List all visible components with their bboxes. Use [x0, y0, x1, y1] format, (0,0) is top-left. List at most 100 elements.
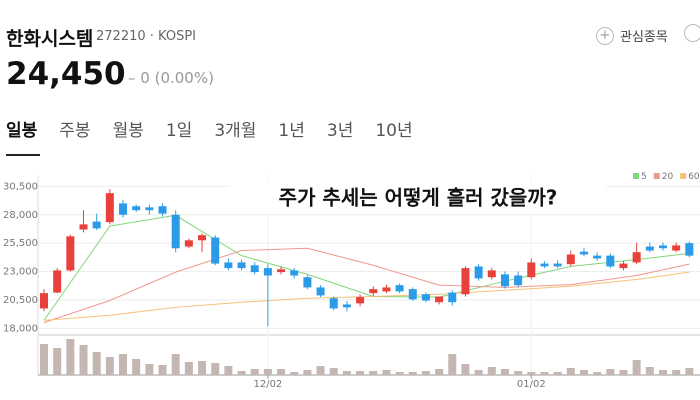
volume-bar — [514, 371, 523, 375]
volume-bar — [237, 371, 246, 375]
volume-bar — [316, 366, 325, 375]
candle-body — [487, 270, 496, 278]
volume-bar — [290, 372, 299, 375]
volume-bar — [369, 371, 378, 375]
candle-body — [474, 266, 483, 279]
y-tick-label: 20,500 — [3, 295, 38, 306]
volume-bar — [263, 369, 272, 375]
candle-body — [685, 243, 694, 256]
candle-body — [198, 235, 207, 241]
candle-body — [250, 265, 259, 273]
tab[interactable]: 1년 — [278, 121, 305, 141]
y-tick-label: 25,500 — [3, 238, 38, 249]
candle-body — [342, 304, 351, 308]
legend-label: 5 — [641, 172, 647, 182]
volume-bar — [500, 369, 509, 375]
volume-bar — [672, 370, 681, 375]
volume-bar — [40, 344, 48, 375]
volume-bar — [329, 368, 338, 375]
volume-bar — [593, 372, 602, 375]
watch-label: 관심종목 — [620, 30, 668, 45]
candle-body — [632, 252, 641, 263]
tab[interactable]: 3년 — [326, 121, 354, 141]
candle-body — [263, 268, 272, 276]
candle-body — [421, 294, 430, 301]
market: KOSPI — [158, 29, 197, 44]
volume-bar — [158, 365, 167, 375]
legend-swatch — [633, 173, 639, 179]
more-icon[interactable] — [684, 24, 700, 42]
candle-body — [237, 262, 246, 269]
candle-body — [277, 269, 286, 273]
volume-bar — [342, 371, 351, 375]
tab[interactable]: 월봉 — [112, 121, 144, 141]
volume-bar — [553, 372, 562, 375]
volume-bar — [171, 354, 180, 375]
chart-title: 주가 추세는 어떻게 흘러 갔을까? — [279, 186, 558, 210]
volume-bar — [198, 361, 207, 375]
candle-body — [382, 287, 391, 292]
candle-body — [645, 246, 654, 251]
candle-body — [553, 263, 562, 267]
candle-body — [53, 270, 62, 293]
volume-bar — [566, 368, 575, 375]
price: 24,450 — [6, 56, 126, 92]
volume-bar — [395, 372, 404, 375]
watch-button[interactable]: + 관심종목 — [596, 26, 668, 45]
volume-bar — [435, 369, 444, 375]
volume-bar — [527, 372, 536, 375]
volume-bar — [421, 371, 430, 375]
volume-bar — [579, 370, 588, 375]
moving-average — [43, 271, 690, 321]
change: – 0 (0.00%) — [128, 69, 214, 87]
tab-underline — [6, 154, 40, 156]
volume-bar — [145, 364, 154, 375]
volume-bar — [277, 369, 286, 375]
volume-bar — [79, 345, 88, 375]
volume-bar — [184, 362, 193, 375]
volume-bar — [356, 371, 365, 375]
candle-body — [158, 206, 167, 214]
candle-body — [566, 254, 575, 265]
volume-bar — [92, 352, 101, 375]
volume-bar — [632, 360, 641, 375]
candle-body — [132, 206, 141, 211]
volume-bar — [119, 354, 128, 375]
tab[interactable]: 1일 — [165, 121, 193, 141]
candle-body — [672, 245, 681, 251]
candle-body — [224, 262, 233, 269]
tab[interactable]: 10년 — [375, 121, 413, 141]
volume-bar — [487, 367, 496, 375]
volume-bar — [53, 348, 62, 375]
candle-body — [369, 289, 378, 294]
y-tick-label: 28,000 — [3, 210, 38, 221]
volume-bar — [66, 339, 75, 375]
candle-body — [66, 236, 75, 271]
candle-body — [171, 214, 180, 249]
moving-average — [43, 247, 690, 324]
tab[interactable]: 일봉 — [6, 121, 38, 141]
volume-bar — [619, 370, 628, 375]
candle-body — [79, 224, 88, 230]
x-tick-label: 12/02 — [253, 379, 282, 390]
candle-body — [448, 292, 457, 303]
candle-body — [316, 287, 325, 296]
candle-body — [395, 285, 404, 292]
volume-bar — [224, 366, 233, 375]
legend-swatch — [680, 173, 687, 179]
candle-body — [303, 277, 312, 288]
volume-bar — [382, 370, 391, 375]
candle-body — [658, 245, 667, 249]
tab[interactable]: 3개월 — [214, 121, 257, 141]
tab[interactable]: 주봉 — [59, 121, 91, 141]
y-tick-label: 18,000 — [3, 323, 38, 334]
candle-body — [408, 289, 417, 300]
candle-body — [211, 237, 220, 264]
candle-body — [593, 255, 602, 259]
legend-label: 20 — [662, 172, 674, 182]
plus-icon: + — [596, 26, 614, 45]
volume-bar — [685, 368, 694, 375]
caption-bg — [230, 182, 606, 214]
volume-bar — [132, 359, 141, 375]
